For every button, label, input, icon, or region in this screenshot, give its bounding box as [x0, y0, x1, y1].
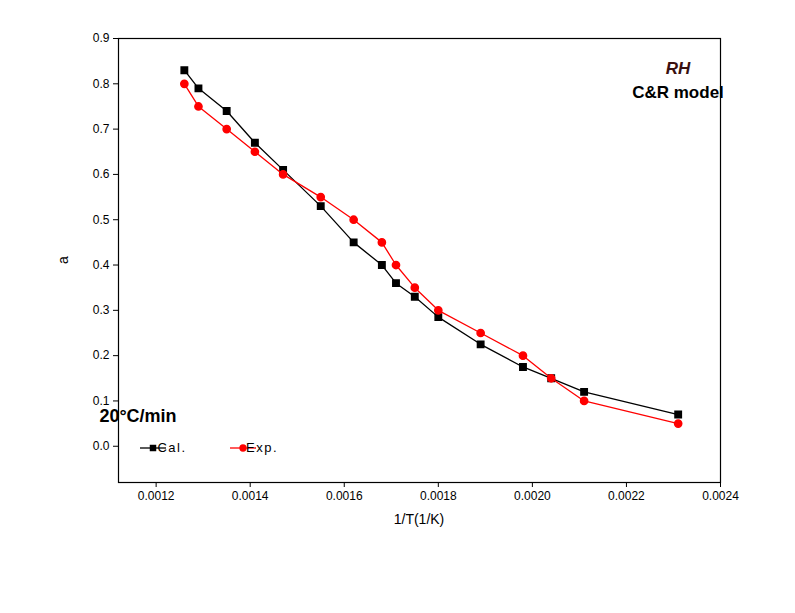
- svg-text:0.3: 0.3: [93, 303, 110, 317]
- svg-text:0.0022: 0.0022: [608, 489, 645, 503]
- svg-text:1/T(1/K): 1/T(1/K): [394, 511, 445, 527]
- svg-text:0.2: 0.2: [93, 348, 110, 362]
- svg-text:0.9: 0.9: [93, 31, 110, 45]
- svg-text:C&R model: C&R model: [632, 83, 724, 102]
- svg-text:0.0016: 0.0016: [326, 489, 363, 503]
- svg-text:Cal.: Cal.: [157, 440, 186, 455]
- svg-text:0.5: 0.5: [93, 213, 110, 227]
- svg-text:0.0018: 0.0018: [420, 489, 457, 503]
- svg-text:Exp.: Exp.: [246, 440, 278, 455]
- svg-text:20°C/min: 20°C/min: [99, 406, 176, 426]
- svg-text:0.0: 0.0: [93, 439, 110, 453]
- svg-text:RH: RH: [666, 59, 691, 78]
- svg-text:a: a: [55, 256, 71, 264]
- svg-text:0.8: 0.8: [93, 77, 110, 91]
- svg-text:0.6: 0.6: [93, 167, 110, 181]
- svg-text:0.0014: 0.0014: [232, 489, 269, 503]
- svg-text:0.0012: 0.0012: [138, 489, 175, 503]
- svg-text:0.0020: 0.0020: [514, 489, 551, 503]
- svg-text:0.1: 0.1: [92, 393, 110, 408]
- svg-text:0.7: 0.7: [93, 122, 110, 136]
- svg-text:0.4: 0.4: [93, 258, 110, 272]
- svg-text:0.0024: 0.0024: [702, 489, 739, 503]
